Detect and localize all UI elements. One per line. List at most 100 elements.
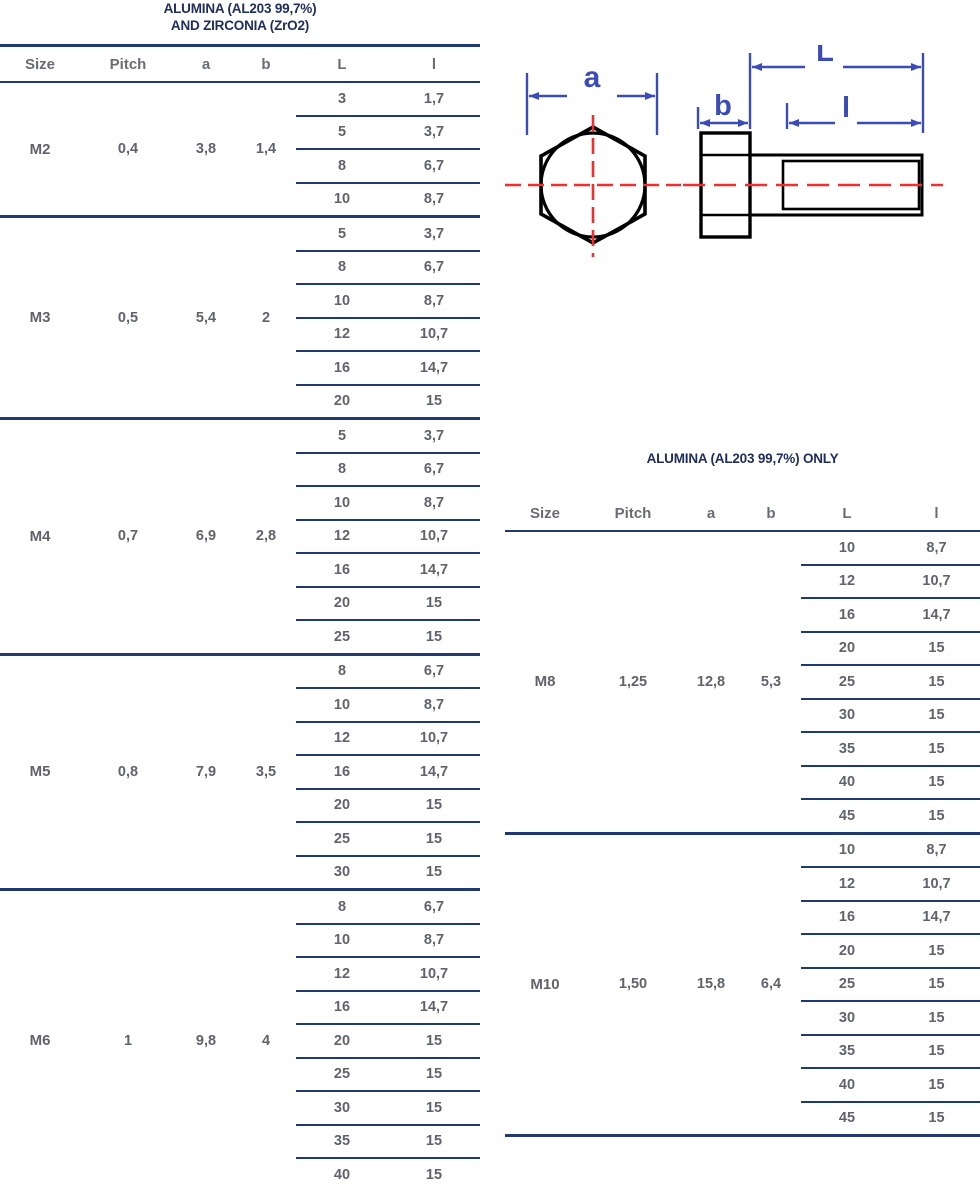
cell-l: 15: [928, 807, 945, 824]
table-row: 8 6,7: [0, 250, 480, 285]
arrow-L-left: [752, 63, 762, 71]
cell-size: M5: [29, 763, 51, 781]
group-separator: [0, 888, 480, 891]
table-row: 12 10,7: [0, 519, 480, 554]
cell-size: M8: [534, 673, 556, 691]
table-row: 35 15: [505, 732, 980, 767]
column-header-l: l: [388, 47, 480, 83]
column-header-l: l: [893, 496, 980, 532]
cell-L: 10: [296, 284, 388, 319]
arrow-b-right: [738, 119, 748, 127]
cell-l: 3,7: [388, 420, 480, 454]
table-row: 20 15: [0, 586, 480, 621]
table-row: 12 10,7: [505, 564, 980, 599]
cell-l: 10,7: [388, 721, 480, 756]
cell-L: 25: [333, 628, 351, 645]
cell-L: 20: [296, 1024, 388, 1059]
cell-a: 9,8: [195, 1032, 217, 1049]
table-title-alumina-zirconia: ALUMINA (AL203 99,7%) AND ZIRCONIA (ZrO2…: [0, 0, 480, 34]
cell-l: 15: [893, 1001, 980, 1036]
table-row: 40 15: [505, 1068, 980, 1103]
cell-L: 12: [296, 957, 388, 992]
cell-l: 10,7: [388, 957, 480, 992]
bolt-svg: a b: [505, 45, 943, 257]
cell-l: 15: [388, 788, 480, 823]
cell-b: 6,4: [760, 976, 782, 993]
table-row: M5 0,8 7,9 3,5 8 6,7: [0, 655, 480, 780]
cell-pitch: 0,5: [117, 309, 139, 326]
cell-l: 15: [388, 822, 480, 857]
cell-pitch: 0,8: [117, 763, 139, 780]
table-title-alumina-only: ALUMINA (AL203 99,7%) ONLY: [505, 450, 980, 467]
cell-L: 10: [296, 923, 388, 958]
table-row: 5 3,7: [0, 115, 480, 150]
table-row: 12 10,7: [505, 867, 980, 902]
arrow-b-left: [700, 119, 710, 127]
cell-L: 12: [296, 721, 388, 756]
cell-l: 15: [388, 1091, 480, 1126]
cell-L: 20: [801, 631, 893, 666]
cell-L: 8: [296, 452, 388, 487]
cell-L: 10: [296, 486, 388, 521]
cell-l: 15: [893, 934, 980, 969]
table-title-line2: AND ZIRCONIA (ZrO2): [170, 18, 310, 33]
cell-l: 6,7: [388, 149, 480, 184]
arrow-l-left: [789, 119, 799, 127]
cell-L: 10: [296, 688, 388, 723]
table-row: 25 15: [0, 822, 480, 857]
cell-L: 35: [801, 1034, 893, 1069]
table-row: 30 15: [0, 856, 480, 889]
table-row: 25 15: [0, 1057, 480, 1092]
cell-l: 10,7: [388, 519, 480, 554]
table-row: 10 8,7: [0, 486, 480, 521]
cell-l: 14,7: [388, 351, 480, 386]
hex-head-bolt-drawing: a b: [505, 45, 975, 310]
table-row: 40 15: [505, 765, 980, 800]
cell-a: 12,8: [696, 673, 726, 690]
table-row: 16 14,7: [0, 755, 480, 790]
column-header-b: b: [236, 47, 296, 83]
table-row: 20 15: [0, 385, 480, 418]
dimension-label-a: a: [584, 61, 601, 94]
column-header-size: Size: [505, 496, 585, 532]
cell-l: 15: [893, 698, 980, 733]
group-separator: [505, 831, 980, 835]
column-header-a: a: [681, 496, 741, 532]
table-row: 20 15: [0, 788, 480, 823]
table-row: 16 14,7: [505, 900, 980, 935]
group-separator: [0, 417, 480, 420]
table-row: 12 10,7: [0, 317, 480, 352]
cell-l: 6,7: [388, 452, 480, 487]
cell-L: 25: [296, 822, 388, 857]
cell-a: 6,9: [195, 528, 217, 545]
cell-L: 10: [801, 834, 893, 868]
cell-L: 12: [801, 564, 893, 599]
cell-l: 8,7: [388, 923, 480, 958]
table-row: M4 0,7 6,9 2,8 5 3,7: [0, 420, 480, 545]
cell-L: 10: [333, 191, 351, 208]
table-row: 25 15: [0, 620, 480, 653]
table-top-rule: [0, 44, 480, 47]
cell-l: 1,7: [388, 82, 480, 117]
cell-l: 8,7: [423, 191, 445, 208]
table-row: 12 10,7: [0, 957, 480, 992]
cell-b: 3,5: [255, 763, 277, 780]
table-row: 8 6,7: [0, 452, 480, 487]
cell-L: 30: [333, 864, 351, 881]
cell-L: 8: [296, 891, 388, 925]
cell-L: 35: [296, 1124, 388, 1159]
column-header-pitch: Pitch: [80, 47, 176, 83]
cell-L: 20: [801, 934, 893, 969]
cell-l: 15: [893, 1068, 980, 1103]
table-row: 8 6,7: [0, 149, 480, 184]
cell-L: 8: [296, 250, 388, 285]
cell-L: 16: [296, 553, 388, 588]
cell-b: 2: [261, 309, 271, 326]
cell-l: 15: [425, 864, 443, 881]
column-header-size: Size: [0, 47, 80, 83]
arrow-a-left: [529, 92, 539, 100]
cell-l: 15: [893, 765, 980, 800]
table-row: M8 1,25 12,8 5,3 10 8,7: [505, 531, 980, 690]
group-separator: [0, 215, 480, 218]
